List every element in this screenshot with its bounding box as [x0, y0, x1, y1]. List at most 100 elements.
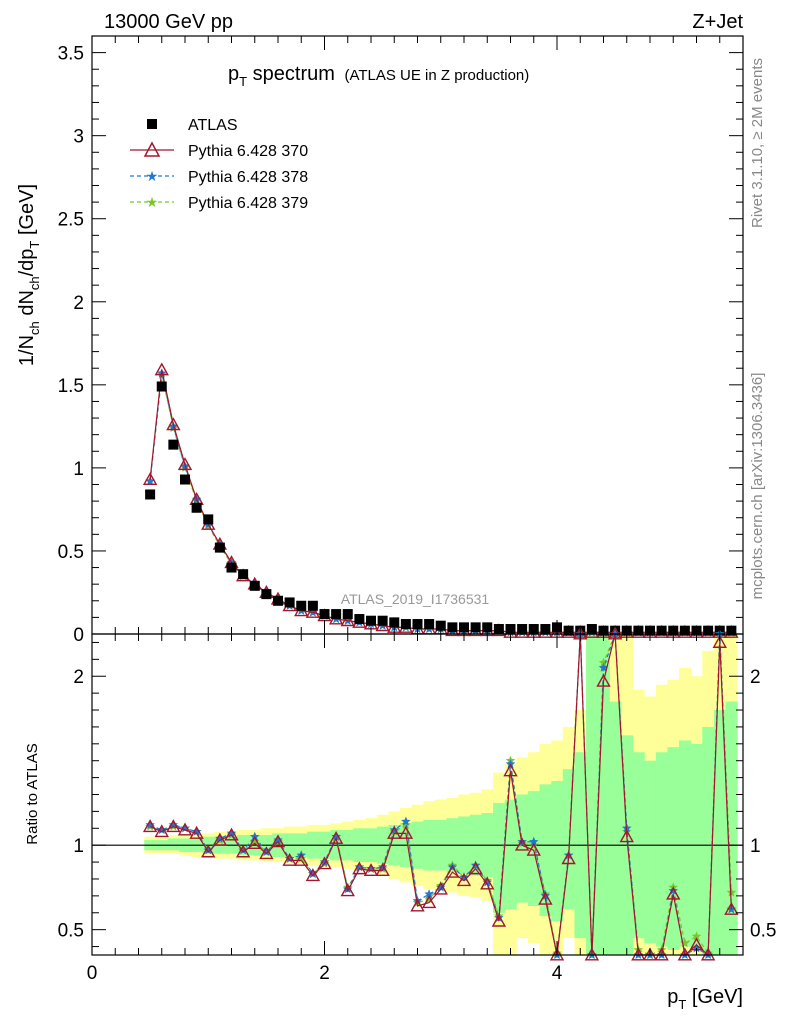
top-marker-atlas	[377, 615, 388, 626]
ratio-marker-378	[226, 828, 237, 838]
band-inner-bin	[504, 799, 517, 910]
ratio-marker-370	[503, 763, 518, 777]
top-marker-atlas	[284, 597, 295, 608]
header-right: Z+Jet	[692, 11, 743, 33]
y-tick-label-top: 3.5	[58, 44, 84, 65]
band-inner-bin	[586, 634, 599, 955]
ratio-marker-370	[596, 673, 611, 687]
title-main-sub: T	[239, 74, 247, 89]
analysis-watermark: ATLAS_2019_I1736531	[341, 591, 490, 607]
band-inner-bin	[713, 710, 727, 955]
top-marker-370	[340, 613, 355, 627]
ratio-marker-370	[235, 844, 251, 858]
top-marker-370	[154, 362, 169, 376]
top-marker-atlas	[389, 617, 400, 628]
ratio-marker-370	[224, 827, 239, 841]
y-tick-label-top: 2.5	[58, 210, 84, 231]
top-marker-atlas	[203, 514, 214, 525]
ratio-marker-370	[328, 830, 344, 844]
top-marker-atlas	[447, 622, 458, 633]
band-inner-bin	[655, 752, 668, 947]
ratio-marker-370	[526, 842, 541, 856]
band-inner-bin	[690, 743, 703, 950]
top-marker-atlas	[319, 609, 330, 620]
top-marker-atlas	[470, 622, 481, 633]
ratio-marker-370	[666, 886, 681, 900]
top-marker-atlas	[249, 580, 260, 591]
top-marker-atlas	[307, 600, 318, 611]
xlabel-a-sub: T	[678, 997, 686, 1012]
axis-ticks: 0 2 400.511.522.533.50.5 0.51 12 2	[58, 35, 776, 984]
ratio-marker-370	[468, 861, 483, 875]
top-marker-atlas	[656, 625, 667, 636]
top-marker-atlas	[342, 609, 353, 620]
band-inner-bin	[551, 780, 564, 922]
legend-marker-379: ★	[146, 195, 159, 211]
ratio-marker-370	[619, 829, 634, 843]
ratio-marker-370	[340, 883, 355, 897]
y-tick-label-ratio: 2	[73, 667, 84, 688]
ratio-marker-370	[398, 825, 414, 839]
ratio-marker-370	[387, 825, 402, 839]
ratio-series-line-0	[149, 633, 732, 957]
ratio-marker-370	[421, 895, 437, 909]
ratio-marker-370	[154, 824, 169, 838]
y-tick-label-top: 0	[73, 625, 84, 646]
legend-label-2: Pythia 6.428 378	[188, 169, 308, 186]
y-tick-label-top: 1.5	[58, 376, 84, 397]
top-marker-370	[305, 604, 321, 618]
ratio-marker-370	[514, 837, 530, 851]
legend: ATLAS Pythia 6.428 370 ★ Pythia 6.428 37…	[130, 117, 308, 212]
ratio-marker-378	[459, 872, 469, 882]
ratio-marker-370	[189, 825, 204, 839]
ratio-data-points	[142, 626, 739, 961]
ratio-marker-378	[691, 943, 702, 953]
ratio-marker-378	[157, 825, 167, 834]
y-tick-label-ratio-right: 1	[750, 836, 761, 857]
ratio-marker-378	[529, 836, 539, 846]
top-marker-atlas	[331, 609, 342, 620]
header-left: 13000 GeV pp	[104, 11, 233, 33]
y-tick-label-ratio: 0.5	[58, 921, 84, 942]
ylabel-top-a-sub: ch	[27, 321, 42, 335]
ylabel-top-d: [GeV]	[16, 184, 38, 241]
y-tick-label-ratio-right: 0.5	[750, 921, 776, 942]
top-marker-atlas	[563, 625, 574, 636]
ratio-marker-370	[445, 864, 460, 878]
ratio-marker-370	[201, 844, 216, 858]
ratio-marker-370	[247, 836, 262, 849]
ratio-marker-378	[366, 863, 376, 873]
ratio-marker-378	[401, 816, 411, 826]
ratio-marker-378	[180, 823, 190, 833]
ratio-marker-378	[215, 833, 225, 843]
top-marker-atlas	[156, 381, 167, 392]
ratio-marker-370	[538, 891, 553, 905]
ratio-marker-378	[319, 857, 330, 867]
ratio-marker-379	[598, 657, 609, 667]
top-marker-atlas	[214, 542, 225, 553]
plot-title: pT spectrum (ATLAS UE in Z production)	[228, 63, 529, 89]
y-axis-label-top: 1/Nch dNch/dpT [GeV]	[16, 184, 42, 366]
top-marker-atlas	[540, 624, 551, 635]
top-marker-atlas	[424, 619, 435, 630]
ratio-marker-370	[317, 856, 332, 870]
ratio-uncertainty-bands	[92, 634, 743, 955]
ratio-marker-378	[424, 889, 434, 899]
top-marker-atlas	[191, 502, 202, 513]
ratio-marker-378	[261, 846, 272, 856]
top-marker-atlas	[296, 600, 307, 611]
legend-label-1: Pythia 6.428 370	[188, 143, 308, 160]
y-tick-label-ratio-right: 2	[750, 667, 761, 688]
ratio-marker-378	[436, 882, 446, 892]
ratio-marker-370	[270, 834, 286, 848]
band-inner-bin	[609, 701, 622, 955]
top-marker-atlas	[168, 439, 179, 450]
top-marker-atlas	[517, 624, 528, 635]
band-inner-bin	[679, 740, 692, 947]
ylabel-top-c: /dp	[16, 249, 38, 277]
y-axis-label-ratio: Ratio to ATLAS	[24, 743, 41, 844]
x-tick-label: 2	[319, 963, 330, 984]
ratio-marker-370	[561, 851, 576, 865]
ratio-marker-370	[305, 868, 321, 882]
